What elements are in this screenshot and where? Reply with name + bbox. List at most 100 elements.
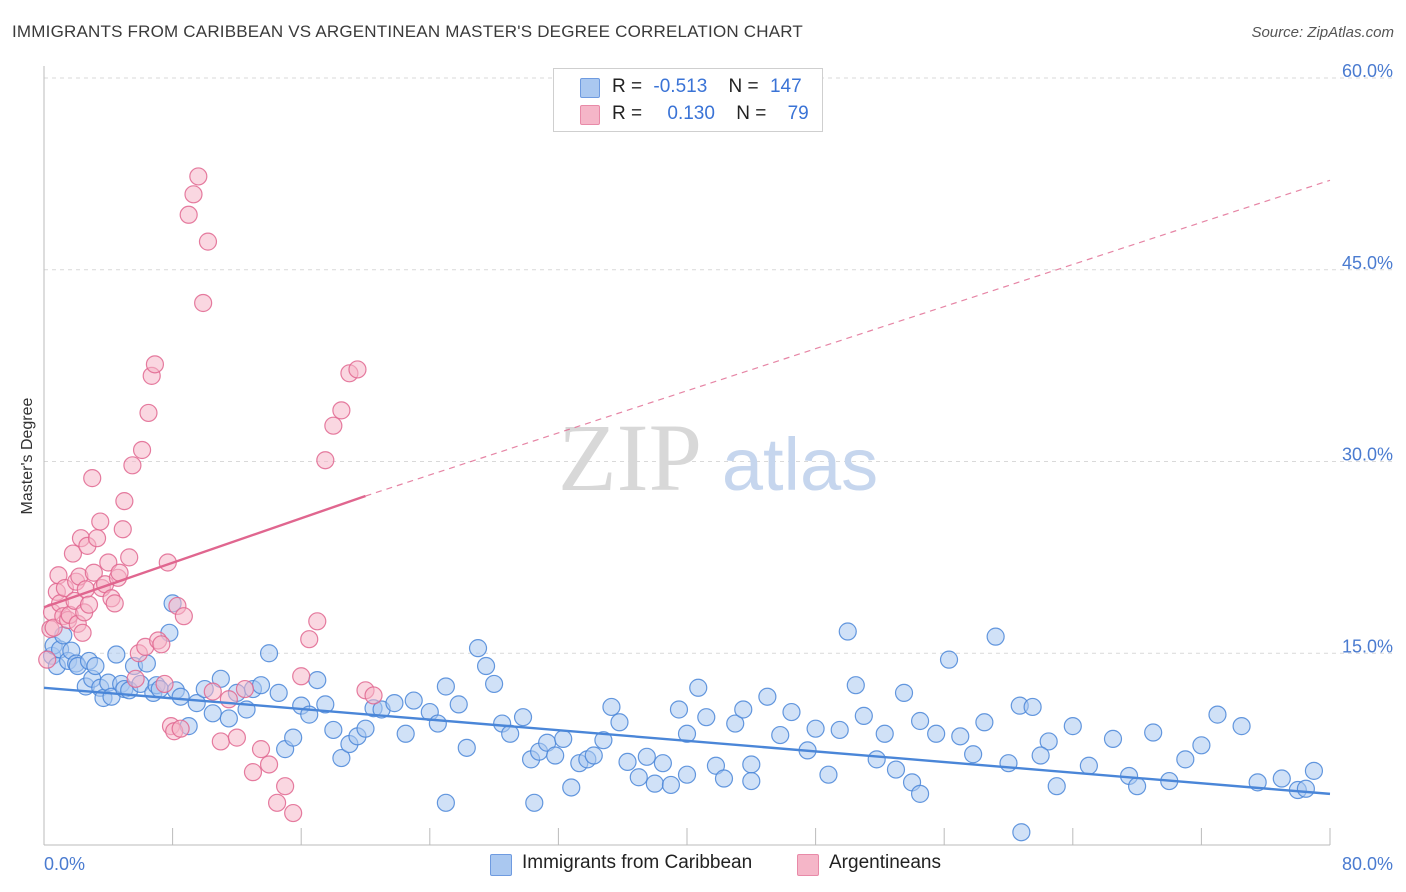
data-point	[115, 492, 134, 511]
legend-r-label: R =	[612, 103, 643, 124]
data-point	[436, 677, 455, 696]
legend-n-label: N =	[728, 76, 759, 97]
data-point	[1127, 777, 1147, 796]
data-point	[107, 645, 126, 664]
data-point	[714, 769, 734, 788]
data-point	[155, 674, 174, 694]
data-point	[854, 706, 873, 725]
data-point	[120, 548, 139, 567]
data-point	[284, 728, 303, 747]
data-point	[1039, 732, 1058, 751]
data-point	[726, 714, 745, 733]
bottom-legend-swatch-caribbean	[490, 854, 512, 876]
data-point	[211, 669, 230, 688]
data-point	[1144, 723, 1163, 742]
data-point	[123, 456, 142, 475]
data-point	[348, 360, 367, 379]
data-point	[38, 650, 57, 669]
bottom-legend-swatch-argentineans	[797, 854, 819, 876]
trend-line-extension	[365, 179, 1331, 497]
data-point	[975, 713, 994, 732]
watermark: ZIP atlas	[558, 404, 878, 511]
data-point	[267, 793, 287, 812]
y-tick-labels: 15.0% 30.0% 45.0% 60.0%	[1342, 61, 1393, 656]
data-point	[661, 775, 681, 795]
data-point	[1208, 705, 1227, 724]
data-point	[436, 793, 455, 812]
data-point	[886, 760, 906, 779]
data-point	[73, 623, 92, 642]
data-point	[554, 729, 573, 748]
data-point	[139, 403, 158, 423]
data-point	[300, 630, 319, 649]
data-point	[1192, 736, 1211, 755]
legend-r-value-caribbean: -0.513	[653, 76, 708, 97]
bottom-legend-caribbean: Immigrants from Caribbean	[490, 852, 753, 876]
watermark-zip: ZIP	[558, 404, 702, 511]
data-point	[546, 746, 565, 765]
data-point	[316, 451, 335, 470]
data-point	[758, 687, 777, 706]
data-point	[986, 627, 1005, 646]
data-point	[292, 667, 311, 686]
data-point	[179, 205, 198, 224]
trend-lines	[43, 179, 1331, 796]
data-point	[198, 232, 218, 251]
correlation-legend: R = -0.513 N = 147 R = 0.130 N = 79	[553, 68, 823, 132]
data-point	[189, 167, 208, 186]
data-point	[637, 747, 656, 766]
data-point	[63, 544, 83, 563]
chart-title: IMMIGRANTS FROM CARIBBEAN VS ARGENTINEAN…	[12, 22, 804, 41]
data-point	[396, 724, 415, 743]
data-point	[669, 700, 689, 719]
data-point	[259, 755, 279, 774]
bottom-legend-argentineans: Argentineans	[797, 852, 941, 876]
data-point	[235, 679, 255, 699]
data-point	[513, 708, 533, 727]
y-tick-label: 30.0%	[1342, 445, 1393, 465]
data-point	[562, 778, 581, 797]
bottom-legend-label-argentineans: Argentineans	[829, 852, 941, 873]
trend-line	[43, 494, 366, 609]
data-point	[910, 711, 930, 731]
data-point	[1079, 756, 1098, 775]
data-point	[999, 754, 1018, 773]
data-point	[1063, 717, 1082, 736]
data-point	[742, 771, 761, 791]
y-tick-label: 60.0%	[1342, 61, 1393, 81]
data-point	[356, 719, 375, 738]
data-point	[677, 724, 697, 743]
data-point	[782, 702, 801, 722]
data-point	[468, 639, 488, 658]
x-tick-label-max: 80.0%	[1342, 854, 1393, 874]
x-tick-label-min: 0.0%	[44, 854, 85, 874]
data-point	[1304, 761, 1324, 780]
data-point	[332, 401, 351, 420]
data-point	[203, 704, 222, 723]
data-point	[964, 745, 983, 764]
data-point	[771, 725, 790, 745]
data-point	[677, 765, 697, 784]
data-point	[618, 752, 637, 772]
bottom-legend-label-caribbean: Immigrants from Caribbean	[522, 852, 753, 873]
data-point	[385, 694, 404, 713]
y-tick-label: 15.0%	[1342, 636, 1393, 656]
data-point	[99, 553, 118, 572]
y-tick-label: 45.0%	[1342, 253, 1393, 273]
legend-r-label: R =	[612, 76, 643, 97]
data-point	[951, 727, 970, 746]
data-point	[184, 185, 203, 204]
data-point	[1232, 717, 1251, 736]
data-point	[910, 784, 930, 803]
data-point	[145, 355, 165, 374]
data-point	[113, 520, 132, 539]
data-point	[645, 774, 664, 793]
data-point	[629, 768, 648, 787]
data-point	[846, 676, 865, 695]
data-point	[86, 656, 105, 676]
data-point	[308, 612, 327, 631]
data-point	[171, 719, 190, 738]
data-point	[219, 709, 238, 728]
data-point	[308, 670, 327, 690]
data-point	[1272, 769, 1291, 788]
